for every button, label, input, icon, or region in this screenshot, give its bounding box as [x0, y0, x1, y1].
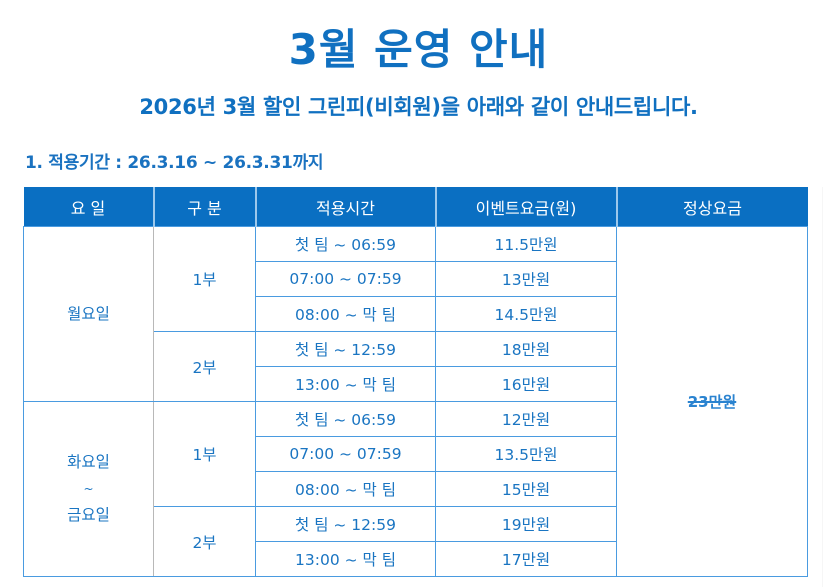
time-cell: 첫 팀 ~ 06:59	[255, 226, 436, 262]
column-header-event-fee: 이벤트요금(원)	[434, 187, 617, 227]
part-cell: 1부	[153, 401, 256, 507]
time-cell: 첫 팀 ~ 06:59	[255, 401, 436, 437]
part-cell: 2부	[153, 506, 256, 577]
page-subtitle: 2026년 3월 할인 그린피(비회원)을 아래와 같이 안내드립니다.	[139, 95, 698, 119]
event-fee-cell: 17만원	[435, 541, 617, 577]
page-edge-divider	[822, 187, 823, 587]
event-fee-cell: 15만원	[435, 471, 617, 507]
time-cell: 07:00 ~ 07:59	[255, 436, 436, 472]
time-cell: 08:00 ~ 막 팀	[255, 471, 436, 507]
event-fee-cell: 11.5만원	[435, 226, 617, 262]
part-cell: 2부	[153, 331, 256, 402]
column-header-day: 요 일	[23, 187, 154, 227]
normal-fee-cell: 23만원	[616, 226, 808, 577]
time-cell: 07:00 ~ 07:59	[255, 261, 436, 297]
day-end-label: 금요일	[67, 506, 110, 524]
table-row: 13:00 ~ 막 팀 17만원	[24, 541, 808, 577]
event-fee-cell: 14.5만원	[435, 296, 617, 332]
time-cell: 첫 팀 ~ 12:59	[255, 506, 436, 542]
column-header-part: 구 분	[152, 187, 256, 227]
event-fee-cell: 19만원	[435, 506, 617, 542]
day-range-tilde: ~	[83, 482, 94, 496]
event-fee-cell: 12만원	[435, 401, 617, 437]
page-title: 3월 운영 안내	[288, 25, 549, 74]
day-cell-monday: 월요일	[23, 226, 154, 402]
table-row: 08:00 ~ 막 팀 14.5만원	[24, 296, 808, 332]
normal-fee-strikethrough: 23만원	[687, 393, 737, 411]
green-fee-table: 요 일 구 분 적용시간 이벤트요금(원) 정상요금 월요일 1부 첫 팀 ~ …	[23, 187, 808, 577]
event-fee-cell: 13.5만원	[435, 436, 617, 472]
table-row: 화요일 ~ 금요일 1부 첫 팀 ~ 06:59 12만원	[23, 401, 808, 577]
day-cell-tuesday-friday: 화요일 ~ 금요일	[23, 401, 154, 577]
table-row: 월요일 1부 첫 팀 ~ 06:59 11.5만원 23만원	[23, 226, 808, 577]
time-cell: 13:00 ~ 막 팀	[255, 541, 436, 577]
event-fee-cell: 18만원	[435, 331, 617, 367]
event-fee-cell: 16만원	[435, 366, 617, 402]
column-header-time: 적용시간	[254, 187, 436, 227]
time-cell: 08:00 ~ 막 팀	[255, 296, 436, 332]
table-row: 2부 첫 팀 ~ 12:59 19만원	[24, 506, 808, 577]
time-cell: 첫 팀 ~ 12:59	[255, 331, 436, 367]
table-header-row: 요 일 구 분 적용시간 이벤트요금(원) 정상요금	[23, 187, 808, 227]
table-row: 07:00 ~ 07:59 13만원	[24, 261, 808, 297]
event-fee-cell: 13만원	[435, 261, 617, 297]
table-row: 13:00 ~ 막 팀 16만원	[24, 366, 808, 402]
table-row: 07:00 ~ 07:59 13.5만원	[24, 436, 808, 472]
column-header-normal-fee: 정상요금	[615, 187, 808, 227]
application-period: 1. 적용기간 : 26.3.16 ~ 26.3.31까지	[25, 153, 324, 173]
day-start-label: 화요일	[67, 453, 110, 471]
time-cell: 13:00 ~ 막 팀	[255, 366, 436, 402]
table-row: 2부 첫 팀 ~ 12:59 18만원	[24, 331, 808, 402]
part-cell: 1부	[153, 226, 256, 332]
